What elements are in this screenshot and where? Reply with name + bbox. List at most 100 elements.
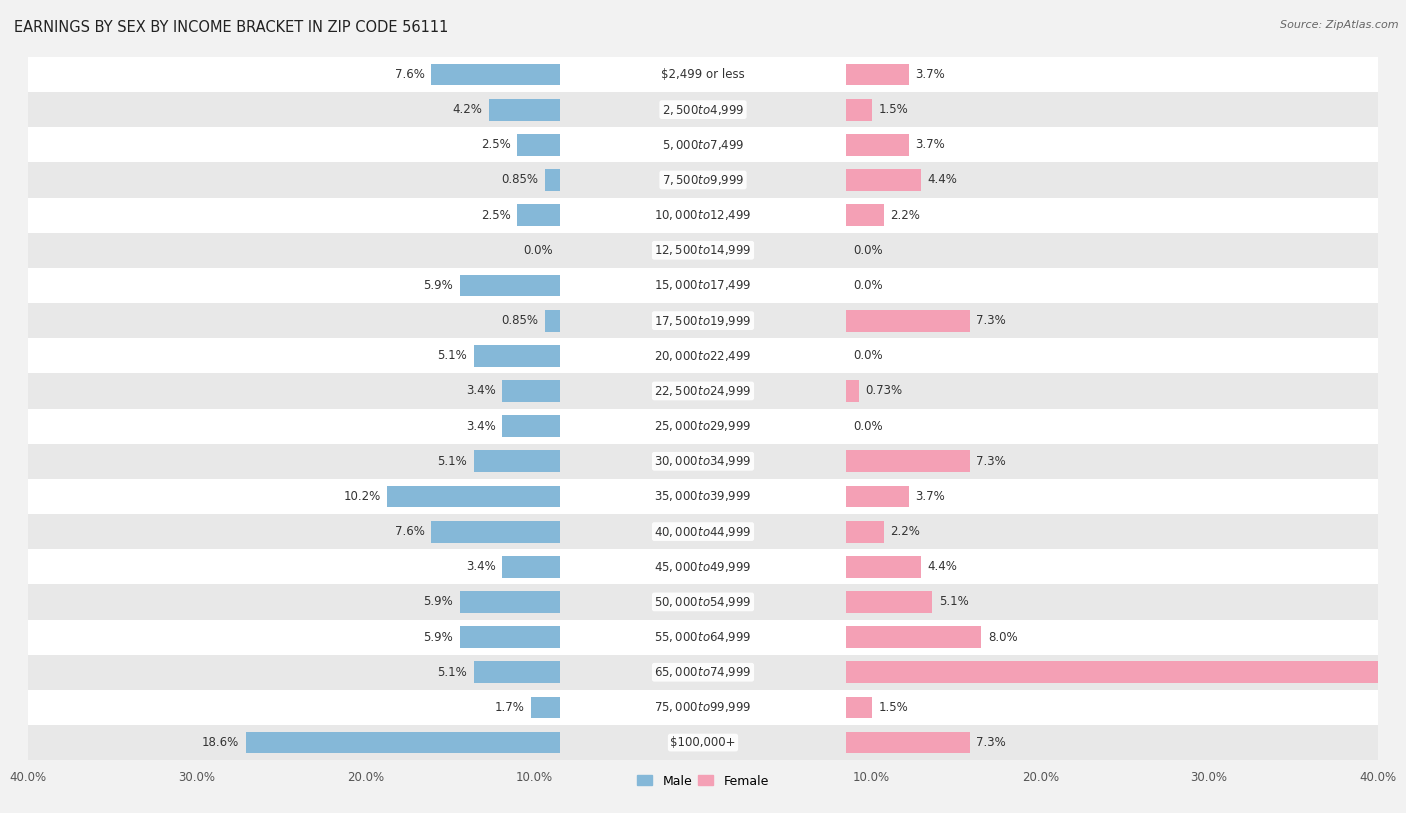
Bar [460, 591, 560, 613]
Text: 3.4%: 3.4% [465, 420, 495, 433]
Bar [546, 169, 560, 191]
Bar [28, 479, 1378, 514]
Bar [28, 267, 1378, 303]
Text: 3.7%: 3.7% [915, 138, 945, 151]
Text: $20,000 to $22,499: $20,000 to $22,499 [654, 349, 752, 363]
Bar [460, 275, 560, 297]
Bar [28, 163, 1378, 198]
Bar [28, 620, 1378, 654]
Text: 3.7%: 3.7% [915, 490, 945, 503]
Bar [846, 732, 970, 754]
Text: 0.85%: 0.85% [502, 314, 538, 327]
Text: $75,000 to $99,999: $75,000 to $99,999 [654, 701, 752, 715]
Text: $12,500 to $14,999: $12,500 to $14,999 [654, 243, 752, 257]
Bar [846, 626, 981, 648]
Bar [28, 92, 1378, 127]
Bar [28, 689, 1378, 725]
Bar [28, 303, 1378, 338]
Text: 5.1%: 5.1% [939, 595, 969, 608]
Text: $2,500 to $4,999: $2,500 to $4,999 [662, 102, 744, 116]
Text: $55,000 to $64,999: $55,000 to $64,999 [654, 630, 752, 644]
Bar [432, 63, 560, 85]
Text: $25,000 to $29,999: $25,000 to $29,999 [654, 420, 752, 433]
Bar [846, 310, 970, 332]
Text: 7.3%: 7.3% [976, 736, 1007, 749]
Text: 0.0%: 0.0% [853, 279, 883, 292]
Text: $2,499 or less: $2,499 or less [661, 68, 745, 81]
Text: 5.1%: 5.1% [437, 666, 467, 679]
Text: EARNINGS BY SEX BY INCOME BRACKET IN ZIP CODE 56111: EARNINGS BY SEX BY INCOME BRACKET IN ZIP… [14, 20, 449, 35]
Text: 5.1%: 5.1% [437, 454, 467, 467]
Text: $15,000 to $17,499: $15,000 to $17,499 [654, 279, 752, 293]
Bar [846, 169, 921, 191]
Text: 7.3%: 7.3% [976, 454, 1007, 467]
Bar [28, 585, 1378, 620]
Bar [846, 485, 908, 507]
Text: $50,000 to $54,999: $50,000 to $54,999 [654, 595, 752, 609]
Bar [517, 204, 560, 226]
Bar [28, 233, 1378, 268]
Bar [474, 661, 560, 683]
Bar [489, 98, 560, 120]
Bar [846, 63, 908, 85]
Bar [474, 450, 560, 472]
Text: 1.5%: 1.5% [879, 701, 908, 714]
Bar [846, 520, 883, 542]
Text: 4.4%: 4.4% [928, 560, 957, 573]
Text: 0.0%: 0.0% [523, 244, 553, 257]
Text: $5,000 to $7,499: $5,000 to $7,499 [662, 138, 744, 152]
Text: $10,000 to $12,499: $10,000 to $12,499 [654, 208, 752, 222]
Bar [432, 520, 560, 542]
Bar [846, 98, 872, 120]
Text: 5.9%: 5.9% [423, 595, 453, 608]
Bar [28, 373, 1378, 408]
Bar [28, 198, 1378, 233]
Bar [846, 697, 872, 719]
Bar [246, 732, 560, 754]
Text: 3.7%: 3.7% [915, 68, 945, 81]
Text: 4.4%: 4.4% [928, 173, 957, 186]
Text: $35,000 to $39,999: $35,000 to $39,999 [654, 489, 752, 503]
Bar [28, 338, 1378, 373]
Bar [28, 444, 1378, 479]
Bar [846, 661, 1406, 683]
Text: $7,500 to $9,999: $7,500 to $9,999 [662, 173, 744, 187]
Text: 0.73%: 0.73% [866, 385, 903, 398]
Bar [28, 127, 1378, 163]
Bar [28, 725, 1378, 760]
Text: $100,000+: $100,000+ [671, 736, 735, 749]
Text: $65,000 to $74,999: $65,000 to $74,999 [654, 665, 752, 679]
Bar [28, 57, 1378, 92]
Bar [28, 408, 1378, 444]
Bar [846, 591, 932, 613]
Text: 4.2%: 4.2% [453, 103, 482, 116]
Text: 3.4%: 3.4% [465, 385, 495, 398]
Text: 7.3%: 7.3% [976, 314, 1007, 327]
Bar [388, 485, 560, 507]
Text: 0.0%: 0.0% [853, 350, 883, 363]
Text: 2.2%: 2.2% [890, 209, 920, 222]
Bar [846, 556, 921, 578]
Bar [474, 345, 560, 367]
Text: 2.5%: 2.5% [481, 138, 510, 151]
Text: 2.5%: 2.5% [481, 209, 510, 222]
Text: 0.0%: 0.0% [853, 420, 883, 433]
Text: $40,000 to $44,999: $40,000 to $44,999 [654, 524, 752, 538]
Text: 0.85%: 0.85% [502, 173, 538, 186]
Text: $30,000 to $34,999: $30,000 to $34,999 [654, 454, 752, 468]
Text: $17,500 to $19,999: $17,500 to $19,999 [654, 314, 752, 328]
Bar [846, 204, 883, 226]
Bar [502, 415, 560, 437]
Text: 7.6%: 7.6% [395, 525, 425, 538]
Bar [502, 380, 560, 402]
Bar [846, 134, 908, 156]
Text: 8.0%: 8.0% [988, 631, 1018, 644]
Text: 3.4%: 3.4% [465, 560, 495, 573]
Text: 7.6%: 7.6% [395, 68, 425, 81]
Bar [846, 450, 970, 472]
Text: $22,500 to $24,999: $22,500 to $24,999 [654, 384, 752, 398]
Bar [546, 310, 560, 332]
Text: 5.1%: 5.1% [437, 350, 467, 363]
Text: 0.0%: 0.0% [853, 244, 883, 257]
Bar [28, 514, 1378, 550]
